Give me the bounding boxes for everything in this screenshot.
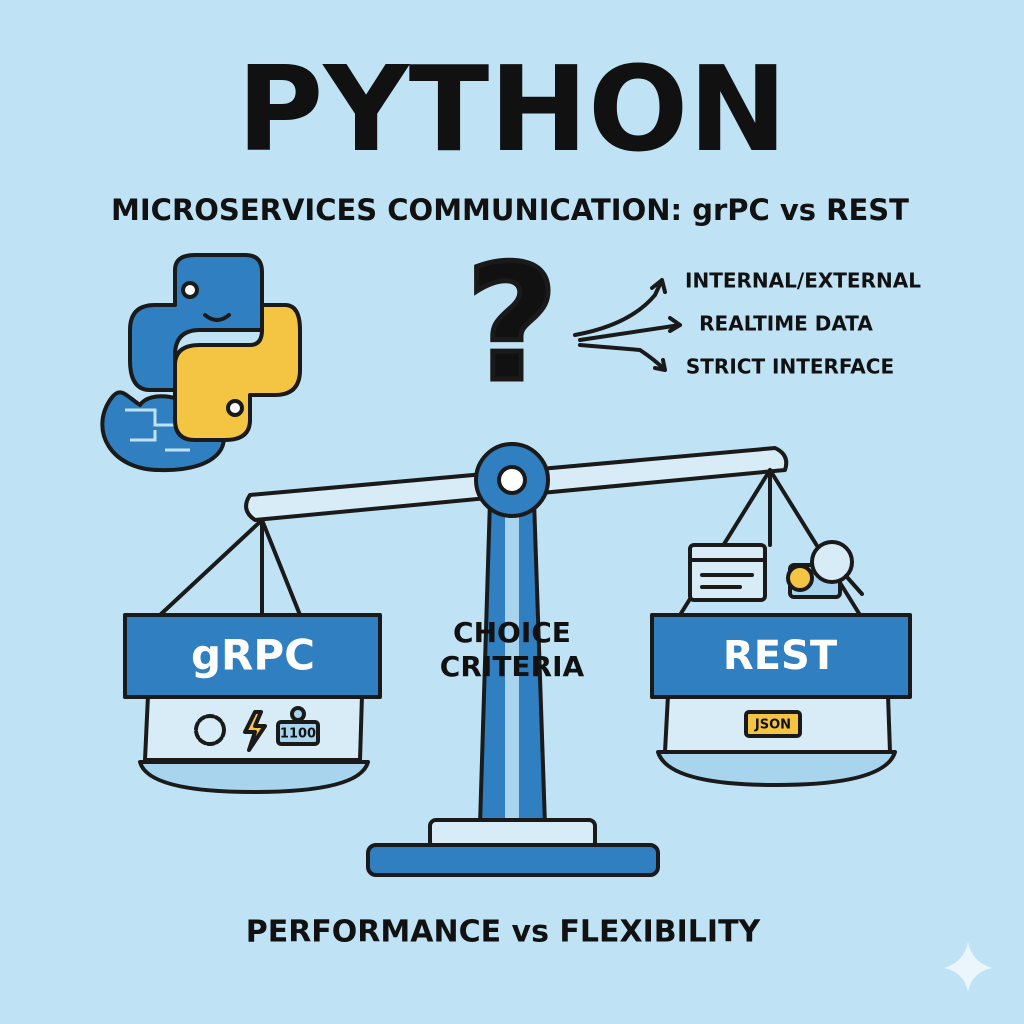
rest-label: REST (723, 633, 838, 679)
question-mark: ? (466, 230, 559, 417)
json-tag: JSON (754, 718, 791, 733)
scale-stand (244, 442, 789, 877)
center-label: CHOICE (453, 616, 571, 649)
right-pan (650, 468, 912, 787)
subtitle: MICROSERVICES COMMUNICATION: grPC vs RES… (111, 193, 909, 227)
center-label: CRITERIA (440, 650, 585, 683)
criteria-item: INTERNAL/EXTERNAL (685, 269, 921, 293)
binary-icon-text: 1100 (280, 727, 316, 742)
python-logo (100, 253, 302, 473)
title: PYTHON (237, 40, 787, 178)
arrows (573, 278, 682, 372)
footer: PERFORMANCE vs FLEXIBILITY (246, 915, 762, 950)
left-pan (123, 518, 382, 794)
criteria-item: REALTIME DATA (699, 312, 873, 336)
sparkle (944, 942, 992, 992)
grpc-label: gRPC (191, 631, 315, 680)
criteria-item: STRICT INTERFACE (686, 355, 894, 379)
